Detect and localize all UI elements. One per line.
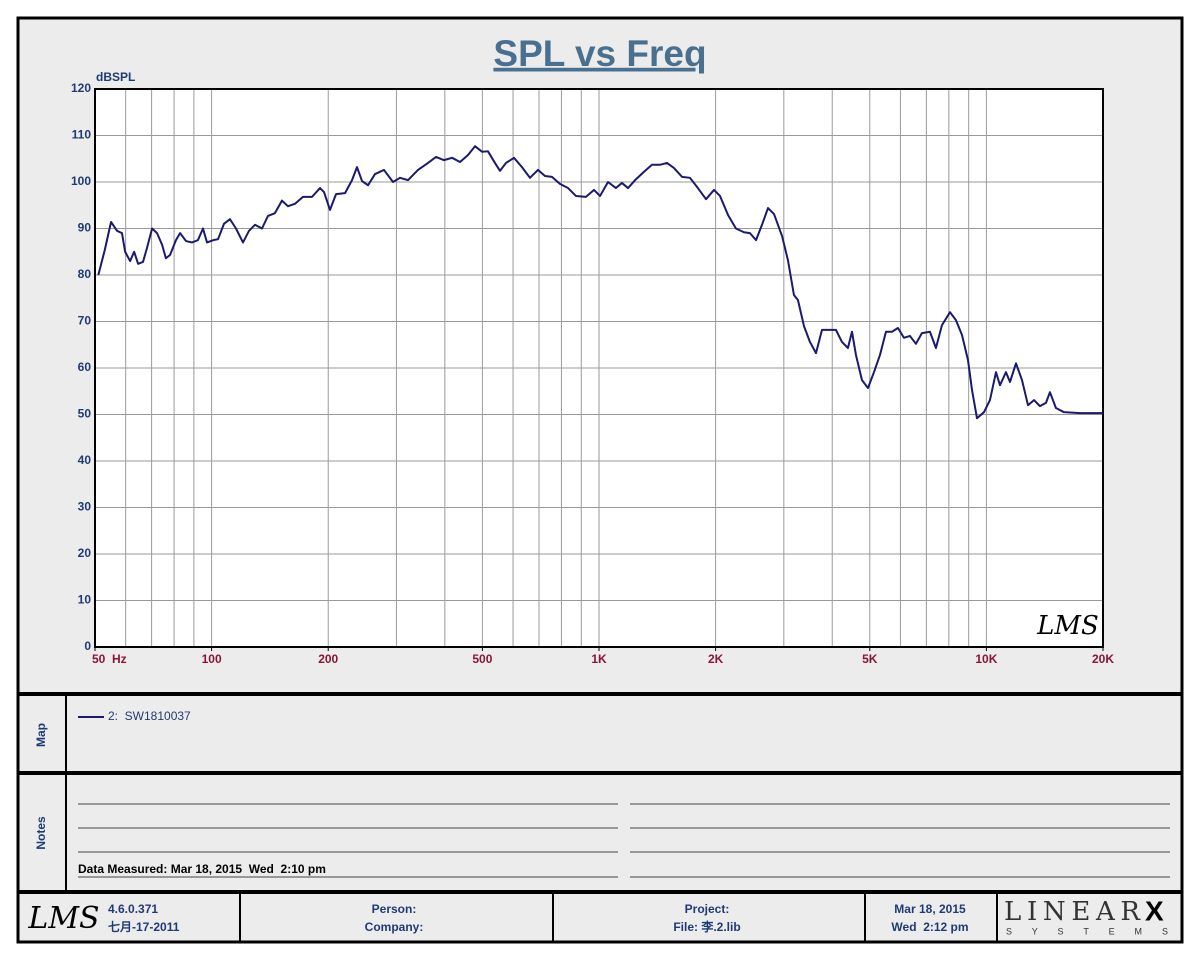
series-line	[97, 145, 1103, 420]
build-date: 七月-17-2011	[108, 920, 180, 934]
notes-label: Notes	[34, 816, 48, 850]
x-tick-label: 50 Hz	[92, 652, 127, 666]
y-tick-label: 10	[78, 593, 92, 607]
y-tick-label: 30	[78, 500, 92, 514]
y-tick-label: 70	[78, 314, 92, 328]
brand-mark: X	[1145, 895, 1164, 926]
y-tick-label: 120	[71, 81, 91, 95]
company: Company:	[365, 920, 424, 934]
x-tick-label: 100	[202, 652, 222, 666]
x-tick-label: 20K	[1092, 652, 1114, 666]
project: Project:	[685, 902, 730, 916]
x-tick-label: 10K	[975, 652, 997, 666]
x-tick-label: 2K	[708, 652, 724, 666]
y-tick-label: 80	[78, 267, 92, 281]
date: Mar 18, 2015	[894, 902, 966, 916]
y-tick-label: 50	[78, 407, 92, 421]
y-tick-label: 100	[71, 174, 91, 188]
y-tick-label: 110	[72, 128, 92, 142]
y-tick-label: 40	[78, 453, 92, 467]
y-axis-label: dBSPL	[96, 70, 135, 84]
x-tick-label: 200	[318, 652, 338, 666]
y-tick-label: 60	[78, 360, 92, 374]
note-text: Data Measured: Mar 18, 2015 Wed 2:10 pm	[78, 862, 326, 876]
y-tick-label: 90	[78, 221, 92, 235]
person: Person:	[372, 902, 417, 916]
x-tick-label: 500	[472, 652, 492, 666]
chart-title: SPL vs Freq	[493, 33, 706, 74]
x-tick-label: 5K	[862, 652, 878, 666]
y-tick-label: 20	[78, 546, 92, 560]
time: Wed 2:12 pm	[891, 920, 968, 934]
note-rules	[78, 803, 1170, 878]
version: 4.6.0.371	[108, 902, 158, 916]
footer-logo: LMS	[27, 901, 99, 936]
y-tick-label: 0	[84, 639, 91, 653]
x-tick-label: 1K	[591, 652, 607, 666]
legend-entry: 2: SW1810037	[108, 709, 191, 723]
file: File: 李.2.lib	[673, 919, 740, 934]
brand-sub: S Y S T E M S	[1006, 926, 1168, 936]
watermark: LMS	[1036, 611, 1099, 641]
map-label: Map	[34, 723, 48, 747]
